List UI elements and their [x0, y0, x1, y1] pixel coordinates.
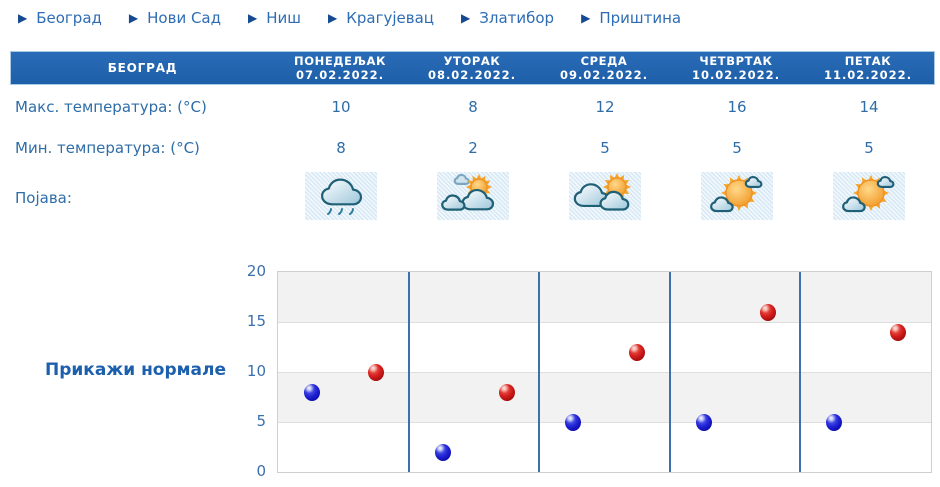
min-temp-value: 5	[864, 139, 874, 157]
day-header-wednesday: СРЕДА 09.02.2022.	[538, 52, 670, 84]
day-header-tuesday: УТОРАК 08.02.2022.	[406, 52, 538, 84]
day-name: УТОРАК	[443, 54, 501, 68]
nav-arrow-icon: ▶	[18, 11, 28, 25]
min-temp-dot	[434, 443, 451, 461]
day-separator-line	[668, 272, 671, 472]
day-separator-line	[538, 272, 541, 472]
max-temp-dot	[629, 343, 646, 361]
nav-item-pristina[interactable]: ▶ Приштина	[581, 9, 681, 27]
forecast-table-header: БЕОГРАД ПОНЕДЕЉАК 07.02.2022. УТОРАК 08.…	[10, 51, 935, 85]
min-temp-row: Мин. температура: (°C) 8 2 5 5 5	[10, 137, 935, 159]
nav-item-label: Нови Сад	[147, 9, 221, 27]
nav-arrow-icon: ▶	[581, 11, 591, 25]
max-temp-label: Макс. температура: (°C)	[15, 98, 207, 116]
nav-item-label: Приштина	[599, 9, 682, 27]
station-title: БЕОГРАД	[107, 61, 178, 75]
max-temp-value: 12	[595, 98, 615, 116]
min-temp-value: 5	[600, 139, 610, 157]
gridline	[278, 322, 931, 323]
min-temp-dot	[695, 413, 712, 431]
day-name: СРЕДА	[580, 54, 628, 68]
min-temp-value: 5	[732, 139, 742, 157]
max-temp-dot	[498, 383, 515, 401]
y-tick-label: 20	[246, 262, 266, 280]
day-header-friday: ПЕТАК 11.02.2022.	[802, 52, 934, 84]
y-tick-label: 0	[256, 462, 266, 480]
show-normals-button[interactable]: Прикажи нормале	[45, 360, 227, 380]
sun-behind-clouds-icon	[437, 172, 509, 220]
nav-item-label: Златибор	[479, 9, 555, 27]
phenomenon-row: Појава:	[10, 172, 935, 224]
rain-cloud-icon	[305, 172, 377, 220]
day-date: 09.02.2022.	[559, 68, 649, 82]
y-tick-label: 10	[246, 362, 266, 380]
max-temp-dot	[890, 323, 907, 341]
max-temp-value: 14	[859, 98, 879, 116]
nav-item-nis[interactable]: ▶ Ниш	[248, 9, 301, 27]
min-temp-dot	[303, 383, 320, 401]
nav-arrow-icon: ▶	[461, 11, 471, 25]
max-temp-value: 10	[331, 98, 351, 116]
max-temp-dot	[367, 363, 384, 381]
day-date: 11.02.2022.	[823, 68, 913, 82]
day-separator-line	[799, 272, 802, 472]
day-name: ПОНЕДЕЉАК	[294, 54, 386, 68]
nav-item-label: Ниш	[266, 9, 301, 27]
gridline	[278, 422, 931, 423]
day-header-thursday: ЧЕТВРТАК 10.02.2022.	[670, 52, 802, 84]
nav-arrow-icon: ▶	[328, 11, 338, 25]
nav-arrow-icon: ▶	[128, 11, 139, 25]
max-temp-value: 8	[468, 98, 478, 116]
max-temp-value: 16	[727, 98, 747, 116]
day-date: 10.02.2022.	[691, 68, 781, 82]
gridline	[278, 372, 931, 373]
min-temp-dot	[826, 413, 843, 431]
day-separator-line	[407, 272, 410, 472]
nav-item-label: Београд	[36, 9, 102, 27]
day-name: ПЕТАК	[844, 54, 892, 68]
nav-item-kragujevac[interactable]: ▶ Крагујевац	[328, 9, 434, 27]
phenomenon-label: Појава:	[15, 189, 72, 207]
nav-item-beograd[interactable]: ▶ Београд	[18, 9, 102, 27]
min-temp-value: 2	[468, 139, 478, 157]
day-date: 08.02.2022.	[427, 68, 517, 82]
y-tick-label: 5	[256, 412, 266, 430]
city-nav: ▶ Београд ▶ Нови Сад ▶ Ниш ▶ Крагујевац …	[18, 9, 681, 27]
min-temp-label: Мин. температура: (°C)	[15, 139, 200, 157]
mostly-sunny-icon	[701, 172, 773, 220]
nav-item-label: Крагујевац	[346, 9, 434, 27]
min-temp-value: 8	[336, 139, 346, 157]
nav-item-novi-sad[interactable]: ▶ Нови Сад	[129, 9, 221, 27]
chart-plot	[277, 271, 932, 473]
clouds-with-sun-icon	[569, 172, 641, 220]
max-temp-row: Макс. температура: (°C) 10 8 12 16 14	[10, 96, 935, 118]
y-tick-label: 15	[246, 312, 266, 330]
mostly-sunny-icon	[833, 172, 905, 220]
day-header-monday: ПОНЕДЕЉАК 07.02.2022.	[274, 52, 406, 84]
day-date: 07.02.2022.	[295, 68, 385, 82]
nav-item-zlatibor[interactable]: ▶ Златибор	[461, 9, 554, 27]
min-temp-dot	[565, 413, 582, 431]
day-name: ЧЕТВРТАК	[699, 54, 773, 68]
nav-arrow-icon: ▶	[248, 11, 258, 25]
max-temp-dot	[759, 303, 776, 321]
